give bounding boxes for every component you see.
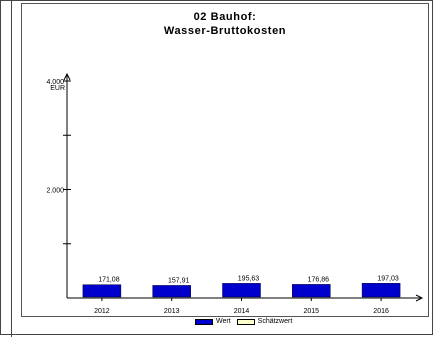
value-label-2013: 157,91 <box>168 277 190 284</box>
left-divider <box>11 0 12 337</box>
x-tick-label-2014: 2014 <box>234 308 250 315</box>
bar-2015 <box>292 284 331 298</box>
legend-item-wert: Wert <box>195 318 231 325</box>
y-tick-label-1: 4.000 <box>46 79 64 86</box>
x-axis-arrow <box>415 294 424 302</box>
y-tick-label-0: 2.000 <box>46 188 64 195</box>
bar-2013 <box>152 285 191 298</box>
bar-2014 <box>222 283 261 298</box>
value-label-2012: 171,08 <box>98 277 120 284</box>
chart-title-line1: 02 Bauhof: <box>193 11 257 23</box>
value-label-2016: 197,03 <box>377 275 399 282</box>
bar-2012 <box>82 284 122 298</box>
legend-label-wert: Wert <box>216 318 231 325</box>
bar-2016 <box>361 283 401 298</box>
legend-swatch-wert <box>195 318 213 325</box>
legend-label-schaetzwert: Schätzwert <box>257 318 293 325</box>
value-label-2014: 195,63 <box>238 275 260 282</box>
x-tick-label-2012: 2012 <box>94 308 110 315</box>
chart-title-line2: Wasser-Bruttokosten <box>163 25 287 37</box>
y-axis-label: EUR <box>50 85 65 92</box>
value-label-2015: 176,86 <box>308 276 330 283</box>
chart-title: 02 Bauhof: Wasser-Bruttokosten <box>21 10 429 38</box>
x-tick-label-2015: 2015 <box>304 308 320 315</box>
legend: Wert Schätzwert <box>195 318 292 325</box>
x-tick-label-2013: 2013 <box>164 308 180 315</box>
y-axis-arrow <box>63 72 71 81</box>
chart-frame <box>21 3 429 317</box>
x-tick-label-2016: 2016 <box>373 308 389 315</box>
legend-swatch-schaetzwert <box>236 318 255 325</box>
legend-item-schaetzwert: Schätzwert <box>236 318 293 325</box>
